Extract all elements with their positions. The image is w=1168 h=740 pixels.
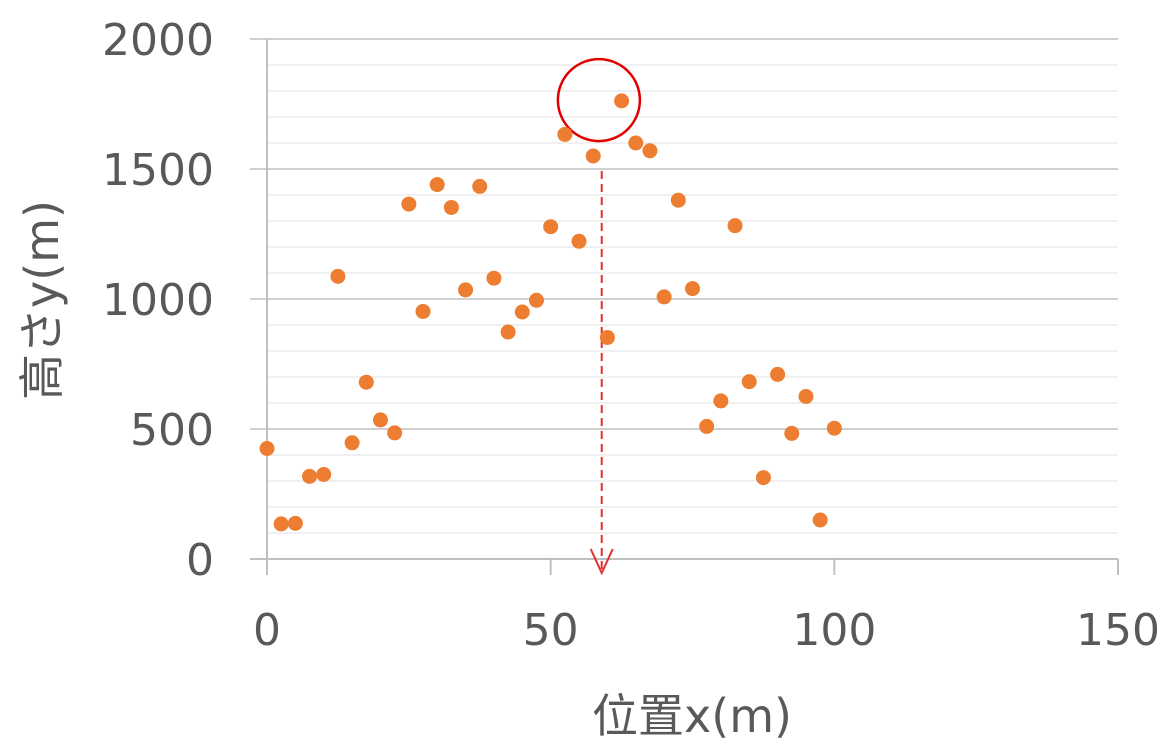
data-point xyxy=(812,512,828,528)
data-point xyxy=(614,93,630,109)
data-point xyxy=(401,196,417,212)
data-point xyxy=(798,389,814,404)
data-point xyxy=(358,374,374,390)
data-point xyxy=(500,324,516,340)
x-tick-label: 150 xyxy=(1076,605,1160,656)
data-point xyxy=(685,281,700,297)
data-point xyxy=(727,218,743,234)
data-point xyxy=(585,148,601,164)
data-point xyxy=(514,304,530,320)
x-axis-label: 位置x(m) xyxy=(592,689,792,740)
axes xyxy=(250,39,1119,575)
y-tick-label: 2000 xyxy=(102,15,214,66)
data-point xyxy=(330,268,346,284)
data-point xyxy=(443,199,459,215)
y-tick-label: 0 xyxy=(186,535,214,586)
data-point xyxy=(571,233,587,249)
minor-gridlines xyxy=(267,64,1118,534)
y-tick-label: 1500 xyxy=(102,145,214,196)
data-point xyxy=(599,329,615,345)
data-point xyxy=(429,177,445,193)
data-point xyxy=(713,393,729,409)
data-point xyxy=(415,303,431,319)
x-tick-label: 100 xyxy=(792,605,876,656)
data-point xyxy=(770,366,786,382)
data-point xyxy=(528,292,544,308)
data-point xyxy=(784,425,800,441)
highlight-circle xyxy=(556,57,642,143)
data-point xyxy=(372,412,388,428)
major-gridlines xyxy=(250,38,1118,430)
y-tick-label: 500 xyxy=(130,405,214,456)
data-point xyxy=(628,135,644,151)
data-point xyxy=(344,435,360,451)
x-tick-labels: 0 50 100 150 xyxy=(253,605,1160,656)
arrow-head xyxy=(589,548,614,576)
annotations xyxy=(556,57,642,576)
data-point xyxy=(670,192,686,208)
data-point xyxy=(316,467,332,482)
data-point xyxy=(472,178,488,194)
data-point xyxy=(486,270,502,286)
y-tick-label: 1000 xyxy=(102,275,214,326)
data-point xyxy=(741,374,757,390)
data-point xyxy=(273,516,289,532)
x-tick-label: 0 xyxy=(253,605,281,656)
data-point xyxy=(642,143,658,159)
data-point xyxy=(458,282,474,298)
data-point xyxy=(543,219,559,235)
y-tick-labels: 0 500 1000 1500 2000 xyxy=(102,15,214,586)
data-point xyxy=(755,470,771,486)
data-point xyxy=(699,418,715,434)
data-point xyxy=(302,468,318,484)
x-tick-label: 50 xyxy=(523,605,579,656)
data-point xyxy=(826,420,842,436)
data-point xyxy=(557,126,573,142)
data-point xyxy=(259,441,275,456)
data-point xyxy=(387,425,403,441)
y-axis-label: 高さy(m) xyxy=(15,200,69,400)
data-points xyxy=(259,93,842,532)
data-point xyxy=(656,289,672,305)
data-point xyxy=(287,515,303,531)
